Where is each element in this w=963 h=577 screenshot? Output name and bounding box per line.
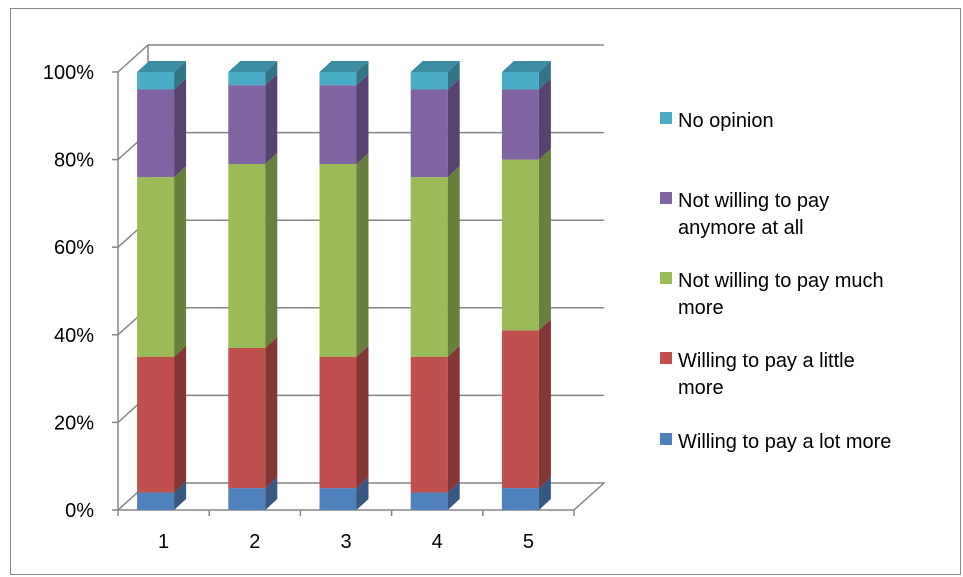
bar-segment-side <box>174 61 187 90</box>
bar-segment-side <box>265 152 278 348</box>
legend-swatch <box>660 433 672 445</box>
legend: No opinion Not willing to pay anymore at a… <box>660 110 891 453</box>
bar-segment-side <box>356 477 369 510</box>
bar-segment-front <box>410 492 448 510</box>
x-tick-label: 3 <box>340 531 351 553</box>
bar-segment-side <box>447 78 460 178</box>
bar-segment-side <box>538 477 551 510</box>
bar-segment-front <box>137 177 175 357</box>
bar-segment-front <box>319 356 357 489</box>
bar-segment-top <box>137 61 187 72</box>
bar-segment-top <box>228 61 278 72</box>
bar-segment-side <box>356 345 369 489</box>
bar-segment-side <box>538 319 551 489</box>
bar-segment-side <box>265 61 278 86</box>
bar-segment-front <box>137 89 175 178</box>
bar-segment-front <box>319 163 357 357</box>
bar-segment-front <box>501 488 539 510</box>
bar-segment-side <box>265 74 278 164</box>
bar-segment-front <box>228 72 266 86</box>
bar-segment-front <box>501 89 539 160</box>
y-tick-label: 40% <box>54 325 94 347</box>
bar-segment-side <box>538 78 551 160</box>
legend-label: more <box>678 377 724 399</box>
bar-segment-front <box>228 163 266 348</box>
bar-segment-top <box>410 61 460 72</box>
legend-label: Willing to pay a little <box>678 350 855 372</box>
bar-segment-side <box>447 166 460 357</box>
x-tick-label: 5 <box>523 531 534 553</box>
legend-swatch <box>660 192 672 204</box>
legend-swatch <box>660 272 672 284</box>
bar-segment-side <box>447 61 460 90</box>
bar-segment-side <box>174 481 187 510</box>
bar-segment-side <box>174 78 187 178</box>
bar-segment-side <box>265 477 278 510</box>
bar-segment-front <box>137 492 175 510</box>
bar-segment-side <box>538 148 551 331</box>
bar-segment-side <box>538 61 551 90</box>
legend-label: more <box>678 297 724 319</box>
bar-segment-front <box>137 72 175 90</box>
legend-swatch <box>660 112 672 124</box>
bar-segment-front <box>410 72 448 90</box>
bar-segment-front <box>501 159 539 331</box>
bar-segment-side <box>447 345 460 493</box>
y-tick-label: 80% <box>54 150 94 172</box>
bar-segment-front <box>319 85 357 164</box>
legend-label: No opinion <box>678 110 774 132</box>
bar-segment-front <box>228 85 266 164</box>
tick-labels: 0% 20% 40% 60% 80% 100% 1 2 3 4 5 <box>43 62 534 553</box>
bar-segment-side <box>356 152 369 357</box>
bar-segment-front <box>410 89 448 178</box>
bar-segment-side <box>174 345 187 493</box>
y-tick-label: 100% <box>43 62 94 84</box>
x-tick-label: 4 <box>432 531 443 553</box>
bar-segment-front <box>501 72 539 90</box>
bar-segment-side <box>265 336 278 489</box>
y-tick-label: 20% <box>54 412 94 434</box>
bar-segment-side <box>174 166 187 357</box>
bar-segment-front <box>228 488 266 510</box>
bar-segment-side <box>356 61 369 86</box>
legend-label: Not willing to pay much <box>678 270 884 292</box>
bars <box>137 61 551 510</box>
bar-segment-front <box>410 177 448 357</box>
y-tick-label: 0% <box>65 500 94 522</box>
bar-segment-front <box>137 356 175 493</box>
y-tick-label: 60% <box>54 237 94 259</box>
bar-segment-front <box>410 356 448 493</box>
legend-label: Not willing to pay <box>678 190 829 212</box>
bar-segment-top <box>319 61 369 72</box>
bar-segment-front <box>501 330 539 489</box>
bar-segment-front <box>319 72 357 86</box>
x-tick-label: 1 <box>158 531 169 553</box>
bar-segment-side <box>447 481 460 510</box>
legend-swatch <box>660 352 672 364</box>
x-tick-label: 2 <box>249 531 260 553</box>
bar-segment-top <box>501 61 551 72</box>
legend-label: anymore at all <box>678 217 804 239</box>
bar-segment-front <box>319 488 357 510</box>
bar-segment-front <box>228 347 266 489</box>
legend-label: Willing to pay a lot more <box>678 431 891 453</box>
bar-segment-side <box>356 74 369 164</box>
